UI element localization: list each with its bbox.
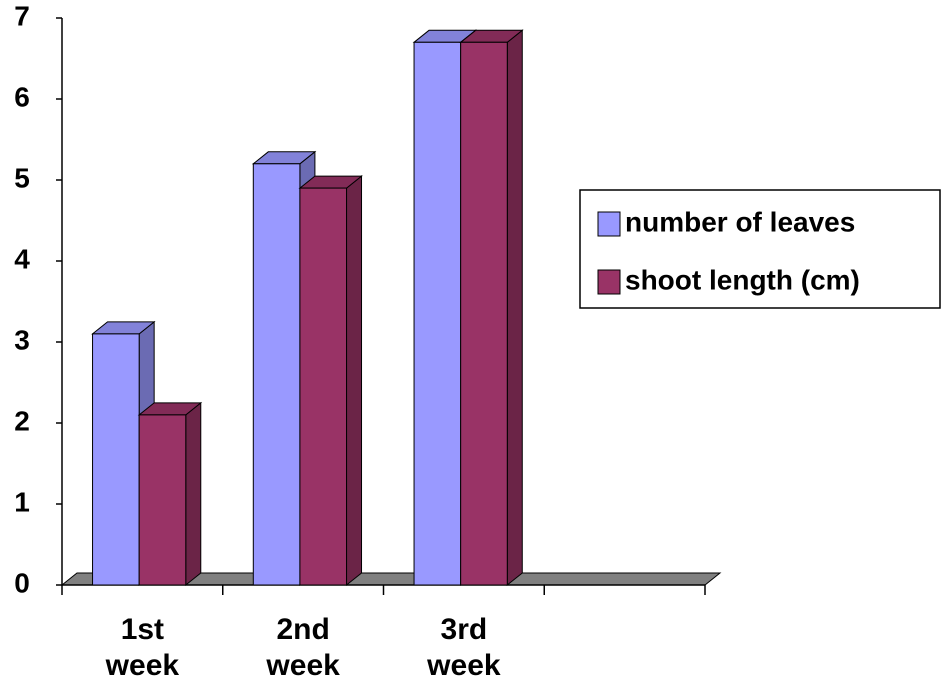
x-tick-label: 2nd week bbox=[266, 613, 340, 682]
legend-label: number of leaves bbox=[625, 206, 855, 237]
legend-swatch bbox=[597, 269, 621, 295]
y-tick-label: 6 bbox=[14, 81, 30, 112]
y-tick-label: 7 bbox=[14, 0, 30, 31]
y-tick-label: 5 bbox=[14, 162, 30, 193]
bar bbox=[413, 41, 462, 586]
bar-side bbox=[506, 29, 523, 587]
bar bbox=[92, 333, 140, 586]
legend-label: shoot length (cm) bbox=[625, 264, 860, 295]
bar bbox=[252, 163, 301, 586]
legend bbox=[579, 189, 941, 309]
y-tick-label: 4 bbox=[14, 243, 30, 274]
bar bbox=[299, 187, 348, 586]
bar-side bbox=[185, 401, 202, 587]
bar bbox=[460, 41, 508, 586]
x-tick-label: 3rd week bbox=[427, 613, 501, 682]
y-tick-label: 3 bbox=[14, 324, 30, 355]
legend-swatch bbox=[597, 211, 621, 237]
bar-side bbox=[346, 175, 363, 587]
y-tick-label: 0 bbox=[14, 567, 30, 598]
x-tick-label: 1st week bbox=[105, 613, 180, 682]
y-tick-label: 2 bbox=[14, 405, 30, 436]
y-tick-label: 1 bbox=[14, 486, 30, 517]
bar bbox=[138, 414, 187, 586]
